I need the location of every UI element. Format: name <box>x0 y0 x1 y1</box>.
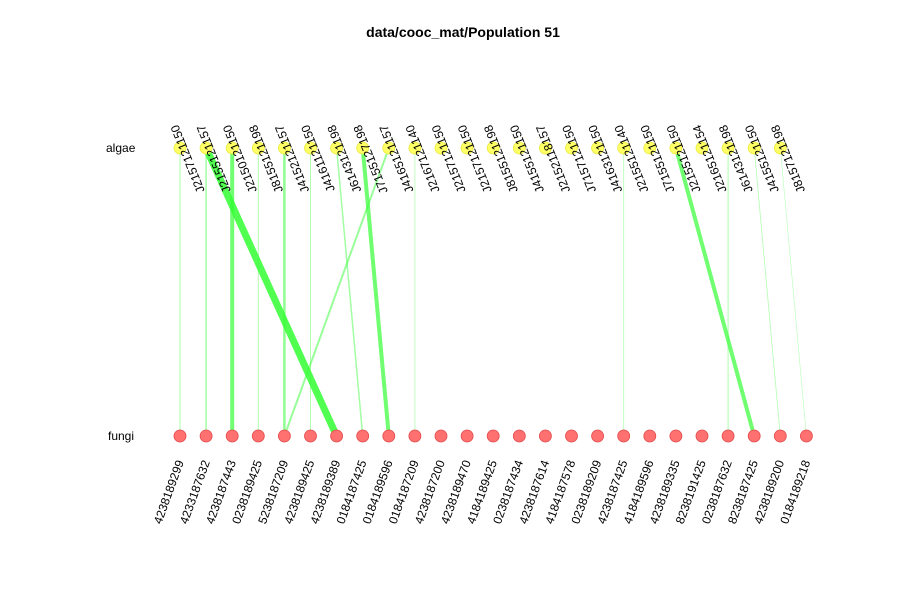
fungi-node-11 <box>460 429 474 443</box>
fungi-node-7 <box>356 429 370 443</box>
algae-node-1 <box>199 141 213 155</box>
fungi-node-16 <box>591 429 604 443</box>
algae-node-7 <box>356 141 370 155</box>
row-label-top: algae <box>106 141 136 155</box>
fungi-node-15 <box>565 429 578 443</box>
edge-7 <box>335 147 364 437</box>
fungi-node-23 <box>773 429 787 443</box>
edge-12 <box>673 146 757 438</box>
fungi-node-17 <box>617 429 631 443</box>
algae-node-12 <box>486 141 500 155</box>
fungi-node-10 <box>434 429 448 443</box>
fungi-node-13 <box>512 429 526 443</box>
edge-14 <box>753 147 781 437</box>
algae-node-19 <box>669 141 683 155</box>
fungi-node-5 <box>304 429 317 443</box>
edge-8 <box>360 146 391 438</box>
fungi-node-19 <box>669 429 683 443</box>
fungi-node-9 <box>408 429 422 443</box>
fungi-node-6 <box>330 429 344 443</box>
algae-node-14 <box>539 141 552 155</box>
fungi-node-12 <box>486 429 500 443</box>
algae-node-13 <box>512 141 526 155</box>
algae-node-15 <box>565 141 578 155</box>
fungi-node-4 <box>277 429 291 443</box>
algae-node-9 <box>408 141 422 155</box>
fungi-node-24 <box>800 429 813 443</box>
algae-node-0 <box>173 141 187 155</box>
fungi-node-0 <box>173 429 187 443</box>
algae-node-11 <box>460 141 474 155</box>
algae-node-22 <box>747 141 761 155</box>
algae-node-17 <box>617 141 631 155</box>
algae-node-16 <box>591 141 604 155</box>
fungi-node-22 <box>747 429 761 443</box>
edge-9 <box>283 147 390 437</box>
algae-node-4 <box>277 141 291 155</box>
tick-labels-layer: J2157121150J2155121157J2150121150J815512… <box>151 123 813 526</box>
algae-node-2 <box>225 141 239 155</box>
fungi-node-2 <box>225 429 239 443</box>
fungi-node-18 <box>643 429 657 443</box>
fungi-node-1 <box>199 429 213 443</box>
fungi-node-20 <box>695 429 709 443</box>
algae-node-18 <box>643 141 657 155</box>
fungi-node-3 <box>251 429 265 443</box>
edge-2 <box>202 144 341 440</box>
fungi-node-8 <box>382 429 396 443</box>
fungi-node-14 <box>539 429 552 443</box>
nodes-layer <box>173 141 813 443</box>
algae-node-21 <box>721 141 735 155</box>
algae-node-8 <box>382 141 396 155</box>
algae-node-5 <box>304 141 317 155</box>
edge-15 <box>779 147 807 437</box>
algae-node-20 <box>695 141 709 155</box>
algae-node-10 <box>434 141 448 155</box>
algae-node-6 <box>330 141 344 155</box>
algae-node-3 <box>251 141 265 155</box>
edges-layer <box>179 144 807 440</box>
row-label-bottom: fungi <box>108 429 134 443</box>
fungi-node-21 <box>721 429 735 443</box>
chart-title: data/cooc_mat/Population 51 <box>366 24 560 40</box>
algae-node-23 <box>773 141 787 155</box>
